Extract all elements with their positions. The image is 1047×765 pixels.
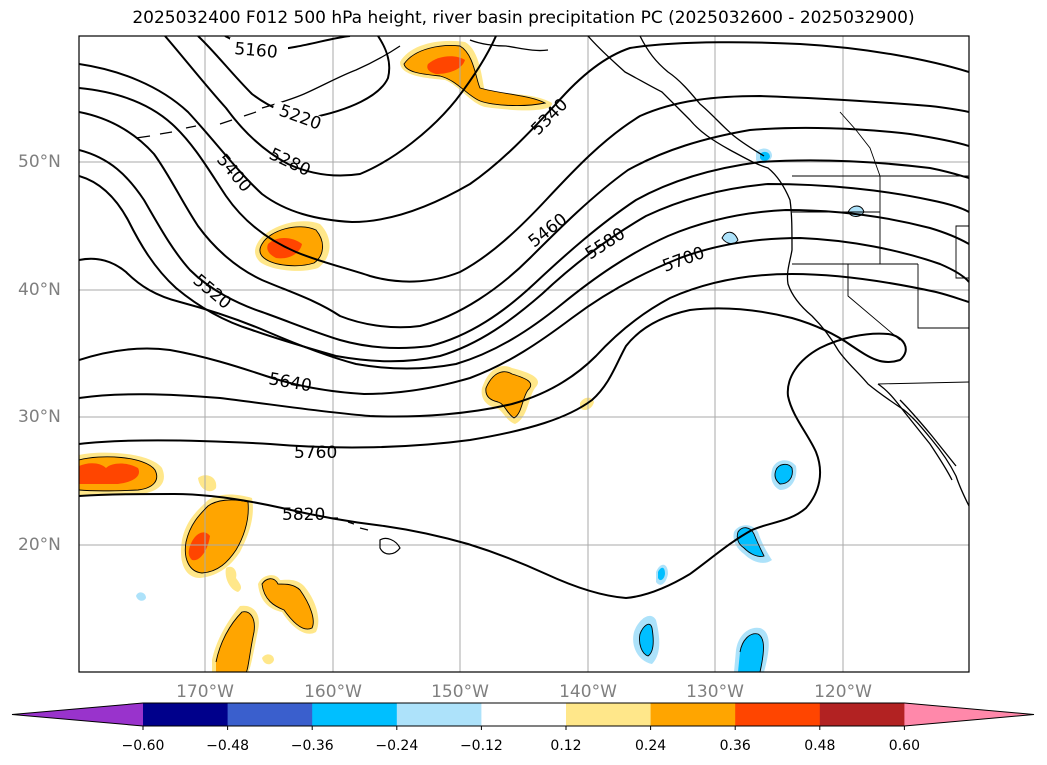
lat-label-30n: 30°N bbox=[18, 407, 61, 427]
colorbar-bin bbox=[819, 703, 905, 726]
precip-positive-region bbox=[216, 611, 255, 672]
height-contours bbox=[79, 36, 969, 600]
colorbar-bin bbox=[566, 703, 652, 726]
precip-negative-region bbox=[722, 232, 738, 244]
hawaii-island bbox=[347, 521, 355, 525]
aleutian-island bbox=[159, 131, 173, 135]
precip-positive-region bbox=[225, 566, 242, 592]
lon-label-160w: 160°W bbox=[304, 682, 362, 702]
colorbar-bin bbox=[650, 703, 736, 726]
lon-label-140w: 140°W bbox=[559, 682, 617, 702]
contour-5760 bbox=[79, 272, 969, 418]
aleutian-island bbox=[135, 135, 151, 139]
hawaii-island bbox=[379, 537, 401, 555]
colorbar-bin bbox=[312, 703, 398, 726]
colorbar-tick-label: 0.36 bbox=[719, 738, 751, 754]
precip-outlines bbox=[79, 45, 865, 672]
colorbar-tick-label: −0.12 bbox=[459, 738, 503, 754]
contour-5400 bbox=[79, 87, 969, 283]
alaska-peninsula-coast bbox=[469, 39, 549, 52]
colorbar-tick-label: −0.60 bbox=[121, 738, 165, 754]
lat-label-40n: 40°N bbox=[18, 280, 61, 300]
map-background bbox=[79, 36, 969, 672]
contour-5580 bbox=[79, 175, 969, 363]
precip-positive-region bbox=[427, 56, 465, 74]
lat-label-20n: 20°N bbox=[18, 535, 61, 555]
precip-positive-region bbox=[262, 654, 274, 665]
lat-label-50n: 50°N bbox=[18, 152, 61, 172]
precip-negative-region bbox=[658, 567, 665, 581]
precip-negative-region bbox=[760, 151, 770, 161]
colorbar-tick-label: −0.48 bbox=[206, 738, 250, 754]
colorbar-bin bbox=[481, 703, 567, 726]
colorbar-tick-label: 0.48 bbox=[804, 738, 836, 754]
lon-label-120w: 120°W bbox=[814, 682, 872, 702]
precip-negative-region bbox=[639, 624, 654, 656]
colorbar-bin bbox=[396, 703, 482, 726]
colorbar-extension-low bbox=[12, 703, 143, 726]
contour-5700 bbox=[79, 236, 969, 396]
colorbar-tick-label: −0.24 bbox=[375, 738, 419, 754]
colorbar-bin bbox=[143, 703, 229, 726]
contour-5280 bbox=[164, 36, 497, 177]
us-mexico-border bbox=[877, 381, 969, 385]
state-border-nv bbox=[917, 264, 969, 329]
lon-label-150w: 150°W bbox=[431, 682, 489, 702]
colorbar-bin bbox=[227, 703, 313, 726]
colorbar-extension-high bbox=[904, 703, 1034, 726]
colorbar bbox=[11, 702, 1035, 730]
contour-label-5820: 5820 bbox=[282, 505, 325, 525]
precip-positive-region bbox=[485, 371, 531, 418]
islands bbox=[135, 111, 401, 555]
state-border-ca-nv-diagonal bbox=[847, 264, 901, 341]
precip-positive-region bbox=[198, 475, 217, 492]
precip-negative-region bbox=[738, 633, 764, 672]
contour-5820 bbox=[79, 307, 907, 600]
colorbar-tick-label: 0.60 bbox=[888, 738, 920, 754]
box-frame-right bbox=[955, 225, 969, 279]
contour-5520 bbox=[79, 149, 969, 349]
contour-label-5160: 5160 bbox=[234, 39, 279, 63]
aleutian-island bbox=[219, 119, 233, 125]
aleutian-island bbox=[243, 111, 257, 117]
coastlines bbox=[261, 36, 969, 507]
colorbar-tick-label: 0.12 bbox=[550, 738, 582, 754]
lon-label-130w: 130°W bbox=[686, 682, 744, 702]
contour-5460 bbox=[79, 111, 969, 329]
north-america-coastline bbox=[587, 36, 969, 507]
colorbar-tick-label: −0.36 bbox=[290, 738, 334, 754]
baja-coastline bbox=[877, 383, 953, 481]
aleutian-island bbox=[185, 125, 197, 129]
precip-negative-region bbox=[136, 592, 146, 601]
colorbar-tick-label: 0.24 bbox=[635, 738, 667, 754]
contour-label-5760: 5760 bbox=[294, 443, 337, 463]
colorbar-bin bbox=[735, 703, 821, 726]
alaska-panhandle-coast bbox=[639, 36, 765, 157]
contour-5640 bbox=[79, 208, 969, 370]
gulf-of-california-coast bbox=[899, 399, 957, 467]
graticule bbox=[79, 36, 969, 672]
lon-label-170w: 170°W bbox=[176, 682, 234, 702]
map-title: 2025032400 F012 500 hPa height, river ba… bbox=[132, 8, 915, 28]
precip-positive-region bbox=[79, 463, 140, 484]
hawaii-island bbox=[359, 527, 369, 531]
precip-negative-region bbox=[775, 464, 793, 484]
contour-5340 bbox=[79, 41, 969, 224]
aleutian-coast bbox=[261, 45, 401, 109]
map-frame bbox=[78, 35, 970, 673]
